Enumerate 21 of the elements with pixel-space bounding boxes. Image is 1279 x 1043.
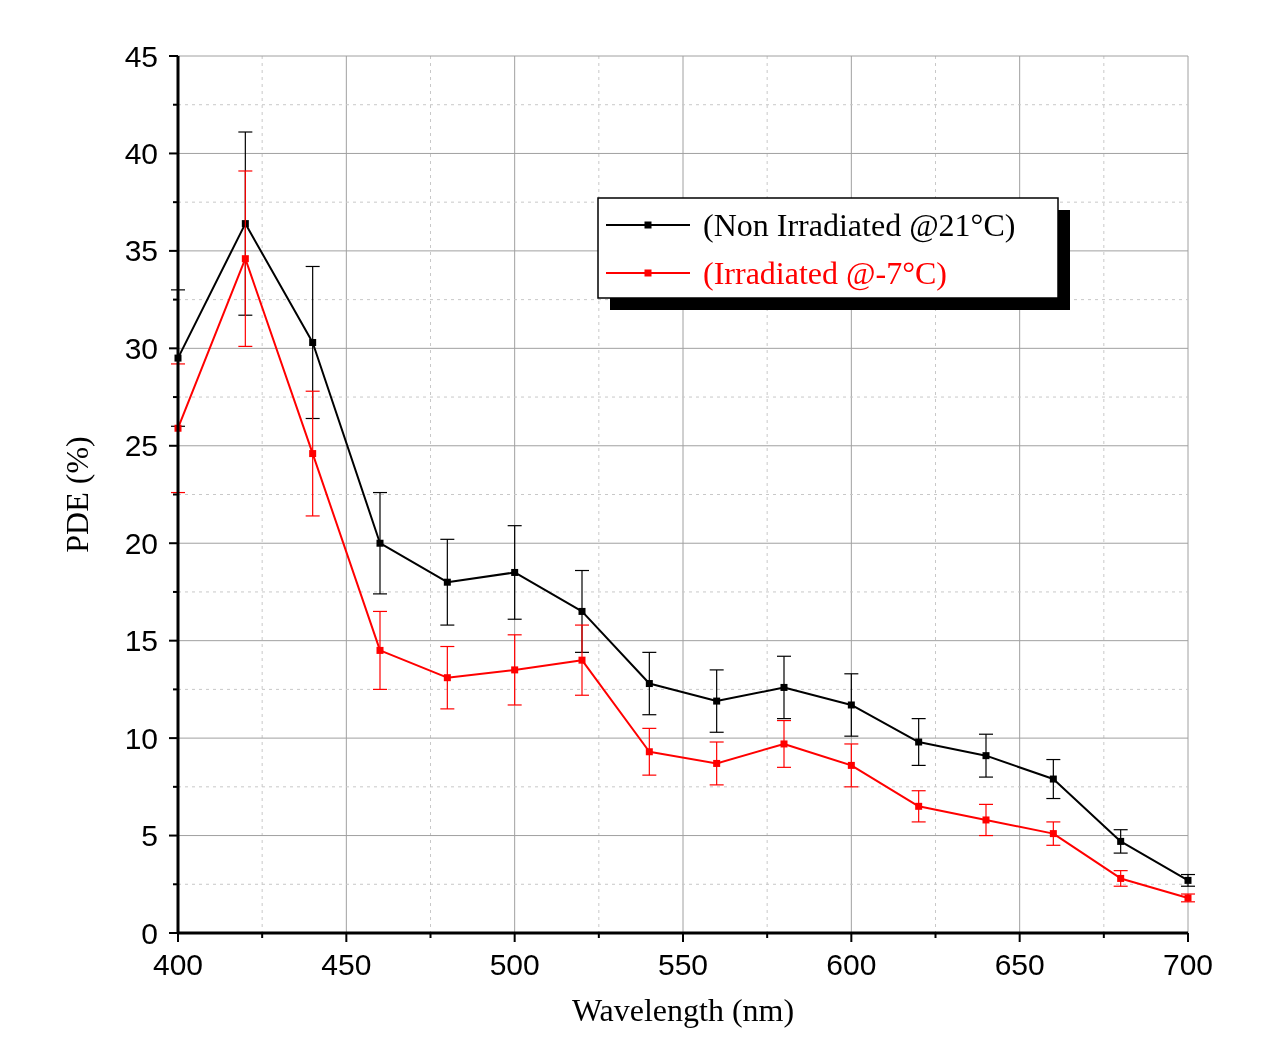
legend-label: (Non Irradiated @21°C) <box>703 207 1016 244</box>
x-tick-label: 450 <box>321 948 372 981</box>
x-tick-label: 500 <box>489 948 540 981</box>
y-tick-label: 25 <box>124 429 158 463</box>
y-tick-label: 15 <box>124 624 158 658</box>
x-axis-title: Wavelength (nm) <box>571 992 795 1028</box>
x-tick-label: 600 <box>826 948 877 981</box>
y-tick-label: 45 <box>124 39 158 73</box>
legend-label: (Irradiated @-7°C) <box>703 255 947 292</box>
y-tick-label: 0 <box>141 916 158 950</box>
y-tick-label: 10 <box>124 721 158 755</box>
y-axis-title: PDE (%) <box>59 436 95 553</box>
y-tick-label: 30 <box>124 331 158 365</box>
x-tick-label: 550 <box>657 948 709 981</box>
x-tick-label: 400 <box>152 948 204 981</box>
y-tick-label: 40 <box>124 136 158 170</box>
x-tick-label: 650 <box>994 948 1045 981</box>
y-tick-label: 35 <box>124 234 158 268</box>
x-tick-label: 700 <box>1162 948 1214 981</box>
y-tick-label: 20 <box>124 526 158 560</box>
y-tick-label: 5 <box>141 819 158 853</box>
